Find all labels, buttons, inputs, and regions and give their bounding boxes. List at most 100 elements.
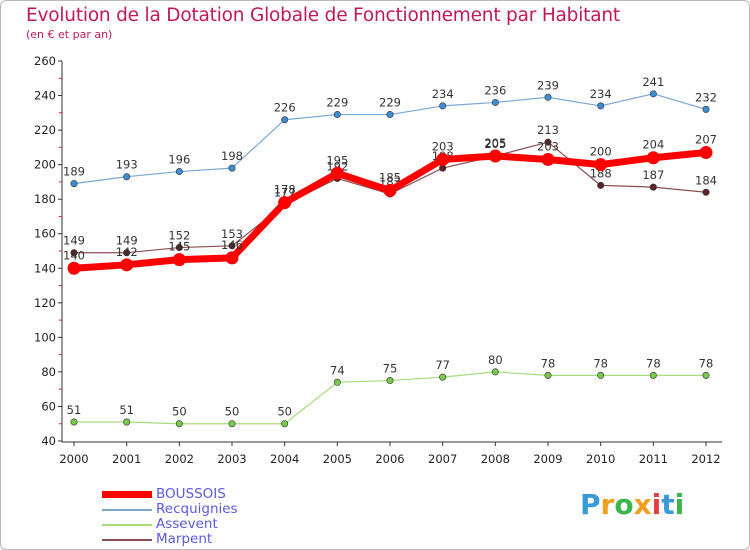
data-point-boussois <box>699 146 713 160</box>
y-tick-label: 60 <box>41 399 56 413</box>
data-point-marpent <box>228 242 236 250</box>
data-label-marpent: 149 <box>116 234 138 248</box>
data-label-boussois: 204 <box>642 138 664 152</box>
y-tick-label: 220 <box>34 123 56 137</box>
data-point-assevent <box>597 371 605 379</box>
data-label-marpent: 152 <box>168 229 190 243</box>
data-label-boussois: 205 <box>484 136 506 150</box>
x-tick-label: 2007 <box>428 452 457 466</box>
x-tick-label: 2004 <box>270 452 299 466</box>
legend-swatch <box>102 509 152 511</box>
data-label-recquignies: 226 <box>274 101 296 115</box>
data-point-recquignies <box>386 111 394 119</box>
data-point-recquignies <box>702 105 710 113</box>
x-tick-label: 2001 <box>112 452 141 466</box>
data-point-assevent <box>702 371 710 379</box>
data-point-assevent <box>439 373 447 381</box>
logo-letter: P <box>580 488 601 521</box>
legend-swatch <box>102 539 152 541</box>
y-tick-label: 100 <box>34 330 56 344</box>
data-label-boussois: 207 <box>695 133 717 147</box>
data-point-assevent <box>70 418 78 426</box>
data-label-boussois: 146 <box>221 238 243 252</box>
data-label-recquignies: 234 <box>432 87 454 101</box>
data-label-boussois: 203 <box>537 139 559 153</box>
data-point-recquignies <box>175 168 183 176</box>
data-label-recquignies: 196 <box>168 153 190 167</box>
data-point-assevent <box>649 371 657 379</box>
data-point-recquignies <box>333 111 341 119</box>
legend-label: BOUSSOIS <box>156 486 226 502</box>
x-tick-label: 2005 <box>323 452 352 466</box>
logo-letter: r <box>600 488 615 521</box>
data-point-recquignies <box>544 93 552 101</box>
legend-swatch <box>102 491 152 498</box>
data-point-recquignies <box>649 90 657 98</box>
data-label-marpent: 153 <box>221 227 243 241</box>
legend-label: Marpent <box>156 531 213 547</box>
data-point-assevent <box>544 371 552 379</box>
data-point-recquignies <box>439 102 447 110</box>
x-tick-label: 2009 <box>533 452 562 466</box>
data-point-marpent <box>702 188 710 196</box>
data-label-assevent: 50 <box>277 405 292 419</box>
data-point-recquignies <box>281 116 289 124</box>
x-tick-label: 2012 <box>691 452 720 466</box>
chart-title: Evolution de la Dotation Globale de Fonc… <box>26 5 620 26</box>
logo-letter: o <box>614 488 634 521</box>
data-label-assevent: 50 <box>225 405 240 419</box>
data-label-recquignies: 193 <box>116 158 138 172</box>
data-point-assevent <box>333 378 341 386</box>
data-label-assevent: 78 <box>593 356 608 370</box>
data-point-boussois <box>594 158 608 172</box>
y-tick-label: 160 <box>34 227 56 241</box>
data-point-marpent <box>597 181 605 189</box>
data-label-boussois: 195 <box>326 153 348 167</box>
data-label-recquignies: 189 <box>63 165 85 179</box>
data-point-marpent <box>649 183 657 191</box>
data-point-assevent <box>281 420 289 428</box>
data-label-boussois: 142 <box>116 245 138 259</box>
data-label-boussois: 140 <box>63 248 85 262</box>
chart-subtitle: (en € et par an) <box>26 28 113 41</box>
data-point-marpent <box>70 249 78 257</box>
y-tick-label: 240 <box>34 89 56 103</box>
data-label-marpent: 213 <box>537 123 559 137</box>
data-label-assevent: 78 <box>699 356 714 370</box>
legend-label: Recquignies <box>156 501 238 517</box>
data-label-assevent: 78 <box>541 356 556 370</box>
data-point-recquignies <box>597 102 605 110</box>
data-label-assevent: 78 <box>646 356 661 370</box>
y-tick-label: 260 <box>34 54 56 68</box>
data-point-recquignies <box>70 180 78 188</box>
data-point-assevent <box>491 368 499 376</box>
data-label-boussois: 185 <box>379 171 401 185</box>
data-point-boussois <box>383 184 397 198</box>
data-label-recquignies: 236 <box>484 83 506 97</box>
data-label-recquignies: 234 <box>590 87 612 101</box>
data-label-assevent: 80 <box>488 353 503 367</box>
data-label-recquignies: 241 <box>642 75 664 89</box>
data-point-boussois <box>172 253 186 267</box>
x-tick-label: 2002 <box>165 452 194 466</box>
x-tick-label: 2010 <box>586 452 615 466</box>
data-point-recquignies <box>228 164 236 172</box>
data-label-assevent: 50 <box>172 405 187 419</box>
data-label-recquignies: 229 <box>379 96 401 110</box>
data-label-recquignies: 198 <box>221 149 243 163</box>
data-point-boussois <box>120 258 134 272</box>
legend-swatch <box>102 524 152 526</box>
data-label-marpent: 205 <box>484 137 506 151</box>
legend-label: Assevent <box>156 516 218 532</box>
data-point-boussois <box>488 149 502 163</box>
data-label-marpent: 187 <box>642 168 664 182</box>
x-tick-label: 2008 <box>481 452 510 466</box>
data-point-assevent <box>123 418 131 426</box>
data-point-marpent <box>175 244 183 252</box>
data-point-recquignies <box>123 173 131 181</box>
data-label-marpent: 184 <box>695 173 717 187</box>
logo-letter: x <box>633 488 652 521</box>
data-point-boussois <box>541 152 555 166</box>
data-point-marpent <box>123 249 131 257</box>
